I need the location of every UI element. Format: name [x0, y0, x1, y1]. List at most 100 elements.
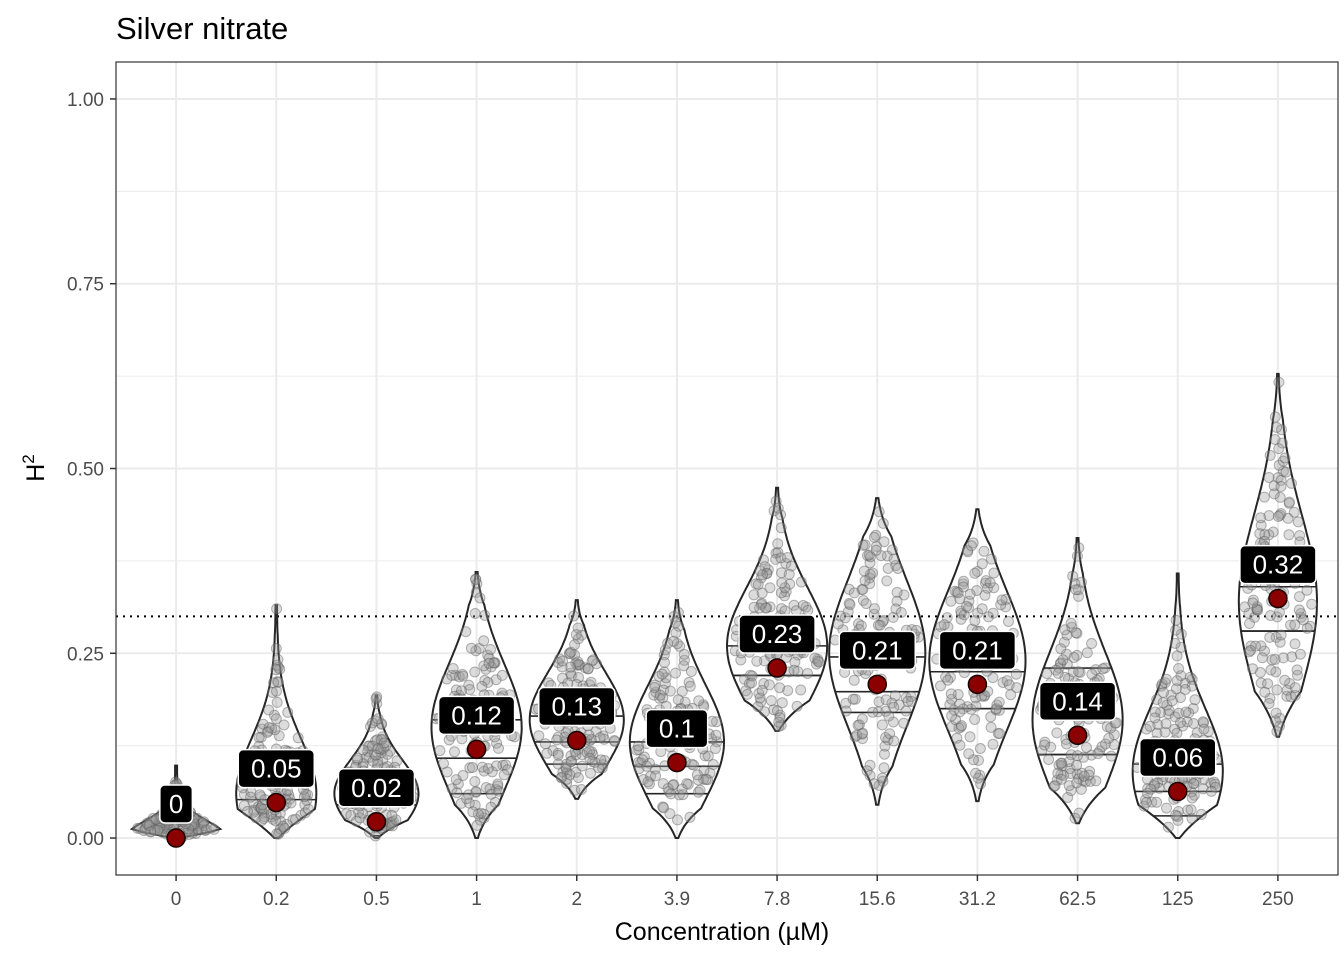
x-tick-label: 15.6 [859, 889, 896, 910]
data-dot [1286, 651, 1298, 663]
data-dot [1071, 550, 1083, 562]
data-dot [1255, 519, 1267, 531]
data-dot [193, 823, 204, 835]
data-dot [493, 742, 504, 754]
data-dot [478, 812, 490, 824]
data-dot [860, 668, 872, 680]
data-dot [268, 709, 280, 721]
data-dot [1288, 506, 1300, 518]
data-dot [883, 710, 895, 722]
data-dot [670, 667, 681, 679]
data-dot [856, 728, 868, 740]
data-dot [1285, 619, 1296, 631]
data-dot [1274, 509, 1286, 521]
data-dot [1071, 649, 1083, 661]
data-dot [935, 680, 946, 692]
data-dot [1156, 678, 1168, 690]
data-dot [1256, 652, 1268, 664]
data-dot [756, 597, 768, 609]
data-dot [958, 581, 969, 593]
data-dot [1149, 706, 1161, 718]
data-dot [238, 789, 250, 801]
data-dot [669, 617, 681, 629]
data-dot [704, 767, 716, 779]
data-dot [1270, 707, 1282, 719]
data-dot [569, 784, 581, 796]
data-dot [976, 558, 988, 570]
data-dot [761, 602, 773, 614]
data-dot [963, 748, 975, 760]
data-dot [267, 687, 278, 698]
data-dot [780, 586, 792, 598]
data-dot [268, 677, 280, 689]
data-dot [881, 550, 893, 562]
data-dot [271, 685, 282, 697]
data-dot [572, 656, 584, 668]
data-dot [467, 806, 479, 818]
data-dot [471, 578, 483, 590]
data-dot [469, 666, 481, 678]
data-dot [946, 710, 958, 722]
mean-point-0.2 [266, 792, 287, 813]
data-dot [1000, 593, 1012, 605]
data-dot [945, 688, 957, 700]
data-dot [891, 595, 903, 607]
data-dot [1110, 717, 1122, 729]
data-dot [1071, 627, 1083, 639]
data-dot [905, 691, 917, 702]
data-dot [1269, 411, 1281, 423]
data-dot [952, 689, 964, 700]
data-dot [1283, 529, 1295, 541]
data-dot [1271, 726, 1283, 738]
data-dot [940, 671, 952, 683]
data-dot [876, 719, 888, 731]
data-dot [587, 654, 599, 666]
data-dot [298, 791, 310, 803]
data-dot [637, 754, 648, 766]
data-dot [789, 656, 801, 668]
data-dot [154, 822, 166, 834]
data-dot [667, 779, 679, 791]
violin-7.8 [725, 486, 829, 732]
data-dot [849, 693, 861, 705]
data-dot [975, 778, 987, 790]
data-dot [1202, 726, 1214, 738]
y-tick-label: 1.00 [67, 90, 104, 111]
data-dot [376, 733, 388, 745]
data-dot [1271, 421, 1283, 433]
data-dot [469, 799, 481, 811]
data-dot [374, 743, 386, 755]
data-dot [1052, 667, 1064, 679]
data-dot [1171, 810, 1183, 822]
data-dot [954, 698, 966, 710]
data-dot [376, 719, 388, 730]
data-dot [1269, 715, 1281, 727]
data-dot [783, 568, 795, 580]
data-dot [1186, 792, 1198, 804]
data-dot [1056, 760, 1068, 772]
data-dot [483, 652, 495, 664]
data-dot [1010, 668, 1022, 680]
data-dot [1051, 774, 1063, 786]
data-dot [873, 779, 885, 791]
data-dot [674, 640, 686, 652]
data-dot [377, 731, 389, 743]
data-dot [556, 661, 568, 673]
data-dot [390, 814, 402, 826]
data-dot [758, 678, 770, 689]
data-dot [1205, 785, 1217, 797]
data-dot [254, 789, 266, 801]
data-dot [1262, 678, 1274, 690]
data-dot [1081, 647, 1093, 659]
data-dot [860, 598, 872, 610]
data-dot [1292, 516, 1304, 528]
data-dot [1186, 813, 1198, 824]
data-dot [188, 820, 200, 832]
data-dot [1187, 703, 1199, 714]
data-dot [140, 821, 152, 833]
data-dot [1094, 745, 1106, 757]
data-dot [256, 723, 268, 735]
violin-15.6 [828, 497, 927, 806]
data-dot [663, 786, 675, 798]
data-dot [1185, 804, 1197, 816]
